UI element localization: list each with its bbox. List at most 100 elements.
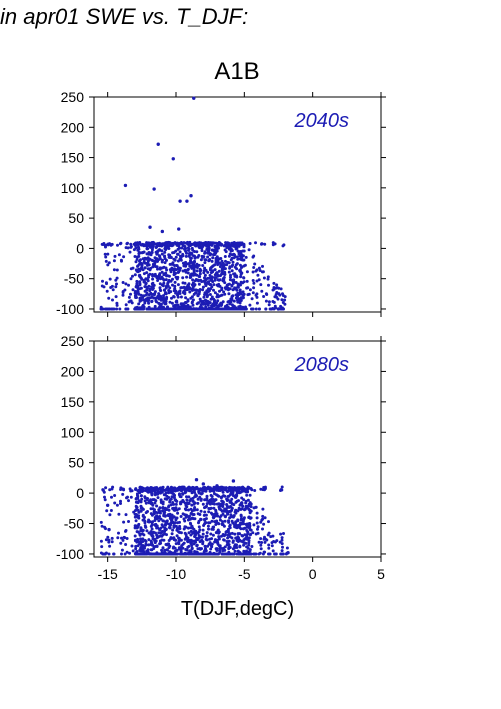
scatter-point <box>218 243 222 247</box>
scatter-point <box>146 261 150 265</box>
scatter-point <box>239 280 243 284</box>
scatter-point <box>230 249 234 252</box>
scatter-point <box>182 541 186 545</box>
scatter-point <box>158 539 162 543</box>
scatter-point <box>160 283 164 287</box>
scatter-point <box>219 301 223 305</box>
scatter-point <box>120 487 124 491</box>
scatter-point <box>160 530 164 534</box>
scatter-point <box>166 282 170 285</box>
scatter-point <box>240 266 243 269</box>
scatter-point <box>171 251 175 255</box>
scatter-point <box>185 498 189 502</box>
scatter-point <box>144 501 148 505</box>
scatter-point <box>99 551 103 555</box>
scatter-point <box>257 266 261 270</box>
scatter-point <box>184 508 188 512</box>
scatter-point <box>249 487 253 490</box>
scatter-point <box>271 549 275 553</box>
scatter-point <box>146 247 150 251</box>
scatter-point <box>194 529 198 533</box>
scatter-point <box>181 492 185 496</box>
scatter-point <box>209 544 213 547</box>
scatter-point <box>156 242 159 246</box>
scatter-point <box>158 286 162 290</box>
scatter-point <box>156 279 160 282</box>
scatter-point <box>187 501 191 505</box>
scatter-point-outlier <box>160 229 165 234</box>
scatter-point <box>225 285 229 288</box>
scatter-point-outlier <box>189 194 193 198</box>
scatter-point <box>184 287 187 291</box>
scatter-point <box>134 488 137 491</box>
scatter-point <box>139 286 143 290</box>
scatter-point <box>283 295 287 299</box>
scatter-point <box>246 498 250 502</box>
y-tick-label: -50 <box>64 271 84 287</box>
scatter-point <box>228 302 232 306</box>
scatter-point <box>144 277 148 281</box>
scatter-point <box>230 502 234 505</box>
scatter-point <box>101 279 104 283</box>
scatter-point <box>104 527 107 531</box>
scatter-point <box>167 253 171 257</box>
scatter-point <box>241 519 245 523</box>
scatter-point <box>164 291 168 295</box>
scatter-point <box>202 513 206 517</box>
scatter-point <box>204 258 208 262</box>
scatter-point <box>191 490 195 494</box>
scatter-point <box>263 516 267 520</box>
scatter-point <box>257 278 261 282</box>
scatter-point <box>248 288 252 292</box>
scatter-point <box>164 302 168 306</box>
scatter-point <box>129 292 132 296</box>
scatter-point <box>106 252 110 256</box>
scatter-point <box>141 251 145 254</box>
scatter-point <box>137 251 141 254</box>
scatter-point <box>137 514 141 518</box>
scatter-point <box>204 487 208 491</box>
scatter-point <box>178 527 182 531</box>
scatter-point <box>255 516 259 520</box>
scatter-point <box>162 307 166 311</box>
scatter-point <box>242 549 246 553</box>
scatter-point <box>261 527 264 531</box>
scatter-point <box>218 544 222 548</box>
scatter-point <box>220 269 224 273</box>
scatter-point <box>230 296 234 300</box>
scatter-point <box>137 307 141 311</box>
scatter-point <box>209 547 213 551</box>
y-tick-label: 250 <box>61 89 85 105</box>
scatter-point <box>162 493 166 497</box>
scatter-point <box>173 280 177 284</box>
scatter-point <box>214 523 218 526</box>
scatter-point-outlier <box>286 551 290 555</box>
scatter-point <box>238 257 242 261</box>
scatter-point <box>141 304 145 308</box>
scatter-point <box>168 544 172 548</box>
scatter-point <box>242 538 246 542</box>
scatter-point <box>131 549 135 553</box>
scatter-point <box>185 275 189 279</box>
scatter-point <box>174 506 178 510</box>
scatter-point <box>125 537 129 540</box>
scatter-point <box>198 272 202 276</box>
scatter-point <box>120 552 123 556</box>
scatter-point <box>222 290 226 294</box>
scatter-point <box>144 487 148 491</box>
scatter-point <box>204 284 208 288</box>
scatter-point <box>264 299 268 303</box>
scatter-point <box>164 552 168 555</box>
scatter-point <box>204 241 208 245</box>
scatter-point <box>211 525 215 529</box>
scatter-point <box>281 307 285 311</box>
scatter-point <box>207 521 210 525</box>
scatter-point <box>118 242 122 246</box>
scatter-point <box>282 243 286 247</box>
scatter-point <box>139 527 143 530</box>
scatter-point <box>134 246 138 250</box>
scatter-point <box>214 498 218 502</box>
scatter-point <box>258 551 262 555</box>
scatter-point <box>216 299 220 303</box>
scatter-point <box>219 495 223 499</box>
